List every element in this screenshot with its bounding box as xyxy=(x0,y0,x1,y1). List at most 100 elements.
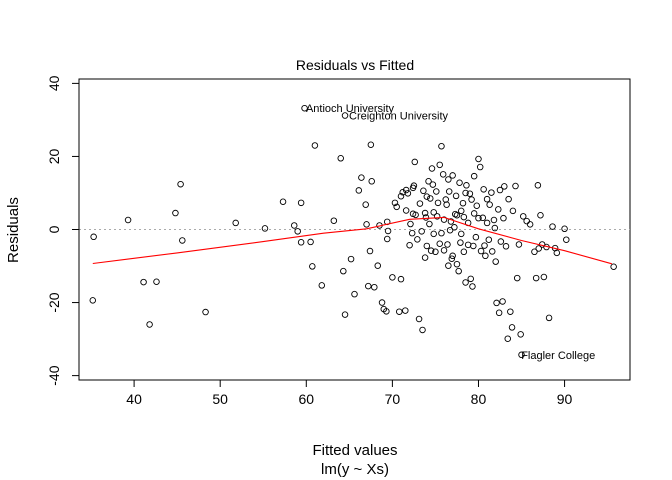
data-point xyxy=(371,283,378,291)
data-point xyxy=(453,260,461,268)
data-point xyxy=(505,195,512,203)
data-point xyxy=(309,263,316,270)
chart-subtitle: lm(y ~ Xs) xyxy=(321,461,389,478)
data-point xyxy=(366,247,374,255)
data-point xyxy=(513,274,521,282)
data-point xyxy=(423,242,431,250)
data-point xyxy=(426,220,433,228)
data-point xyxy=(433,213,441,220)
data-point xyxy=(445,188,453,195)
data-point xyxy=(434,199,442,207)
data-point xyxy=(408,229,416,237)
data-point xyxy=(469,283,476,290)
data-point xyxy=(404,190,412,197)
data-point xyxy=(499,298,506,305)
data-point xyxy=(540,273,548,281)
data-point xyxy=(330,217,338,224)
x-tick-label: 60 xyxy=(298,391,314,407)
data-point xyxy=(508,324,516,331)
data-point xyxy=(483,219,491,227)
y-tick-label: -20 xyxy=(46,292,62,312)
data-point xyxy=(453,212,461,219)
data-point xyxy=(480,186,487,193)
data-point xyxy=(422,214,430,221)
data-point xyxy=(402,207,410,214)
data-point xyxy=(610,263,617,271)
data-point xyxy=(311,142,319,149)
smooth-trend-line xyxy=(92,216,613,265)
data-point xyxy=(457,239,464,246)
data-point xyxy=(444,241,451,248)
data-point xyxy=(436,161,443,169)
data-point xyxy=(433,188,440,195)
data-point xyxy=(443,201,450,208)
data-point xyxy=(477,247,485,255)
data-point xyxy=(423,193,431,200)
data-point xyxy=(451,210,459,218)
data-point xyxy=(532,274,540,282)
data-point xyxy=(261,225,269,232)
data-point xyxy=(479,214,487,222)
data-point xyxy=(177,180,184,188)
data-point xyxy=(512,182,519,190)
data-point xyxy=(397,275,405,283)
data-point xyxy=(279,198,287,205)
data-point xyxy=(501,183,508,190)
x-axis-label: Fitted values xyxy=(312,442,397,459)
data-point xyxy=(519,213,527,220)
data-point xyxy=(202,308,209,316)
data-point xyxy=(140,278,147,286)
data-point xyxy=(90,233,97,241)
data-point xyxy=(367,141,375,149)
data-point xyxy=(427,247,435,254)
data-point xyxy=(500,214,507,222)
data-point xyxy=(430,209,437,216)
data-point xyxy=(486,201,493,208)
data-point xyxy=(497,238,505,245)
data-point xyxy=(340,267,347,275)
x-tick-label: 40 xyxy=(126,391,142,407)
data-point xyxy=(172,209,179,217)
data-point xyxy=(301,104,308,112)
data-point xyxy=(397,193,405,200)
data-point xyxy=(451,224,458,231)
data-point xyxy=(467,275,474,283)
data-point xyxy=(470,242,477,250)
data-point xyxy=(470,210,478,217)
data-point xyxy=(411,158,419,166)
chart-title: Residuals vs Fitted xyxy=(296,57,414,73)
data-point xyxy=(495,309,503,317)
data-point xyxy=(534,182,542,189)
data-point xyxy=(146,321,153,328)
plot-area: 40 50 60 70 80 90 -40 -20 0 20 40 Antioch Universit… xyxy=(46,75,631,407)
data-point xyxy=(447,218,455,225)
data-point xyxy=(384,227,392,235)
point-annotation: Creighton University xyxy=(349,111,449,123)
data-point xyxy=(410,182,418,189)
data-point xyxy=(485,236,493,243)
data-point xyxy=(502,243,510,250)
data-point xyxy=(439,171,447,178)
data-point xyxy=(179,237,186,244)
data-point xyxy=(297,199,305,207)
data-point xyxy=(464,241,472,249)
data-point xyxy=(462,189,469,197)
data-point xyxy=(419,326,426,334)
data-point xyxy=(421,254,429,261)
data-point xyxy=(466,190,474,197)
data-point xyxy=(124,216,132,224)
data-point xyxy=(290,222,298,229)
data-point xyxy=(488,189,495,196)
data-point xyxy=(470,172,478,180)
data-point xyxy=(460,248,468,256)
data-point xyxy=(232,219,239,227)
y-axis-label: Residuals xyxy=(5,197,22,263)
data-point xyxy=(462,279,469,286)
data-point xyxy=(362,201,369,208)
data-point xyxy=(535,245,542,252)
x-tick-label: 90 xyxy=(557,391,573,407)
data-point xyxy=(445,262,452,269)
data-point xyxy=(452,192,460,200)
y-tick-label: -40 xyxy=(46,365,62,385)
